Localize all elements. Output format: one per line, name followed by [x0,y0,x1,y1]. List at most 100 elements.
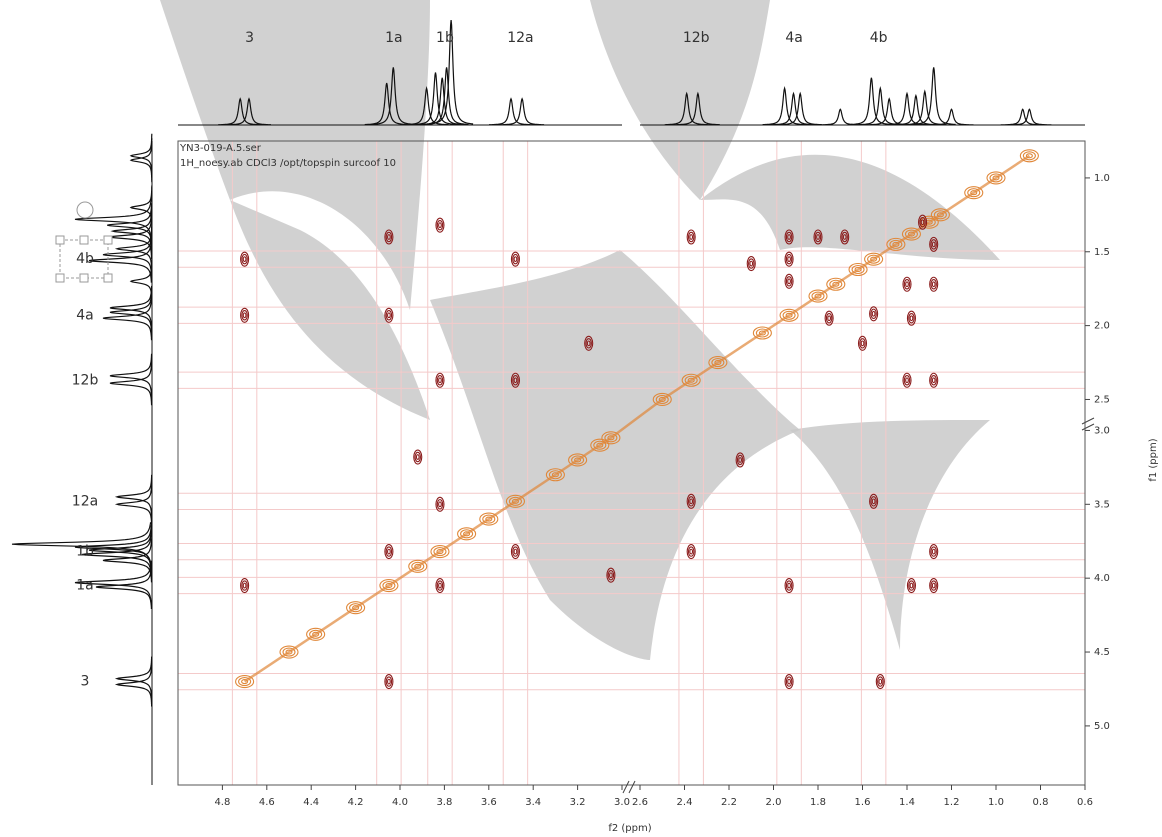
side-projection-peak [107,203,153,248]
contour-ring [485,516,493,522]
cross-peak [784,229,794,245]
contour-ring [387,234,391,240]
diagonal-peak [930,208,950,222]
contour-ring [918,214,928,230]
y-tick-label: 3.5 [1094,499,1110,510]
contour-ring [435,217,445,233]
cross-peak [875,674,885,690]
contour-ring [782,310,796,320]
x-tick-label: 0.8 [1033,797,1049,808]
top-projection-peak [371,67,416,125]
contour-ring [920,219,925,226]
diagonal-ridge [973,176,997,194]
contour-ring [513,548,518,555]
contour-ring [282,647,296,657]
contour-ring [905,281,909,288]
contour-ring [878,678,883,685]
contour-ring [545,468,565,482]
diagonal-peak [1019,149,1039,163]
diagonal-ridge [610,398,663,439]
x-tick-label: 3.4 [525,797,541,808]
contour-ring [241,310,248,321]
diagonal-peak [590,438,610,452]
contour-ring [457,527,477,541]
x-tick-label: 1.2 [944,797,960,808]
cross-peak [686,544,696,560]
cross-peak [929,236,939,252]
watermark-shape [790,420,990,650]
top-projection-peak [849,77,894,126]
side-projection-peak [109,353,153,398]
file-name: YN3-019-A.5.ser [179,143,262,154]
diagonal-ridge [835,268,859,286]
contour-ring [505,494,525,508]
contour-ring [906,310,917,326]
side-projection-peak [109,361,153,406]
contour-ring [574,457,582,463]
contour-ring [929,236,939,252]
contour-ring [892,241,900,247]
watermark [160,0,1000,660]
diagonal-ridge [661,379,692,401]
diagonal-peak [568,453,588,467]
contour-ring [919,217,926,228]
contour-ring [510,372,520,388]
contour-ring [859,338,866,349]
contour-ring [931,582,936,589]
side-projection-peak [129,185,153,230]
top-label: 3 [245,30,254,46]
diagonal-peak [505,494,525,508]
contour-ring [902,372,912,388]
contour-ring [908,580,915,591]
top-projection-peak [762,86,807,126]
diagonal-peak [808,289,828,303]
diagonal-ridge [995,154,1031,179]
top-projection-peak [413,72,458,126]
y-tick-label: 5.0 [1094,721,1110,732]
cross-peak [584,335,594,351]
x-axis-title: f2 (ppm) [608,823,651,834]
cross-peak [435,217,445,233]
cross-peak [813,229,823,245]
contour-ring [779,308,799,322]
contour-ring [513,256,518,263]
x-tick-label: 4.2 [348,797,364,808]
y-tick-label: 3.0 [1094,425,1110,436]
contour-ring [242,312,247,319]
contour-ring [512,546,519,557]
contour-ring [601,431,621,445]
side-projection-peak [81,532,152,577]
contour-ring [735,452,745,468]
contour-ring [870,256,878,262]
watermark-shape [430,250,800,660]
contour-ring [387,312,391,319]
contour-ring [463,531,471,537]
contour-ring [689,498,694,505]
watermark-shape [590,0,770,200]
contour-ring [931,281,936,288]
diagonal-peak [901,227,922,241]
contour-ring [929,276,939,292]
diagonal-peak [681,373,701,387]
contour-ring [714,359,722,366]
cross-peak [840,229,850,245]
contour-ring [869,306,879,322]
contour-ring [382,581,396,591]
contour-ring [1025,153,1033,159]
contour-ring [687,231,695,243]
contour-ring [851,264,865,275]
top-projection-peak [885,91,929,126]
top-label: 1b [436,30,454,46]
cross-peak [384,674,394,690]
axis-break [622,780,636,794]
contour-ring [385,583,393,589]
contour-ring [854,266,862,273]
handle [79,235,89,245]
contour-ring [548,470,562,480]
x-tick-label: 3.8 [436,797,452,808]
contour-ring [681,373,701,387]
x-tick-label: 1.0 [988,797,1004,808]
contour-ring [242,256,247,263]
contour-ring [814,293,822,299]
contour-ring [435,496,445,512]
